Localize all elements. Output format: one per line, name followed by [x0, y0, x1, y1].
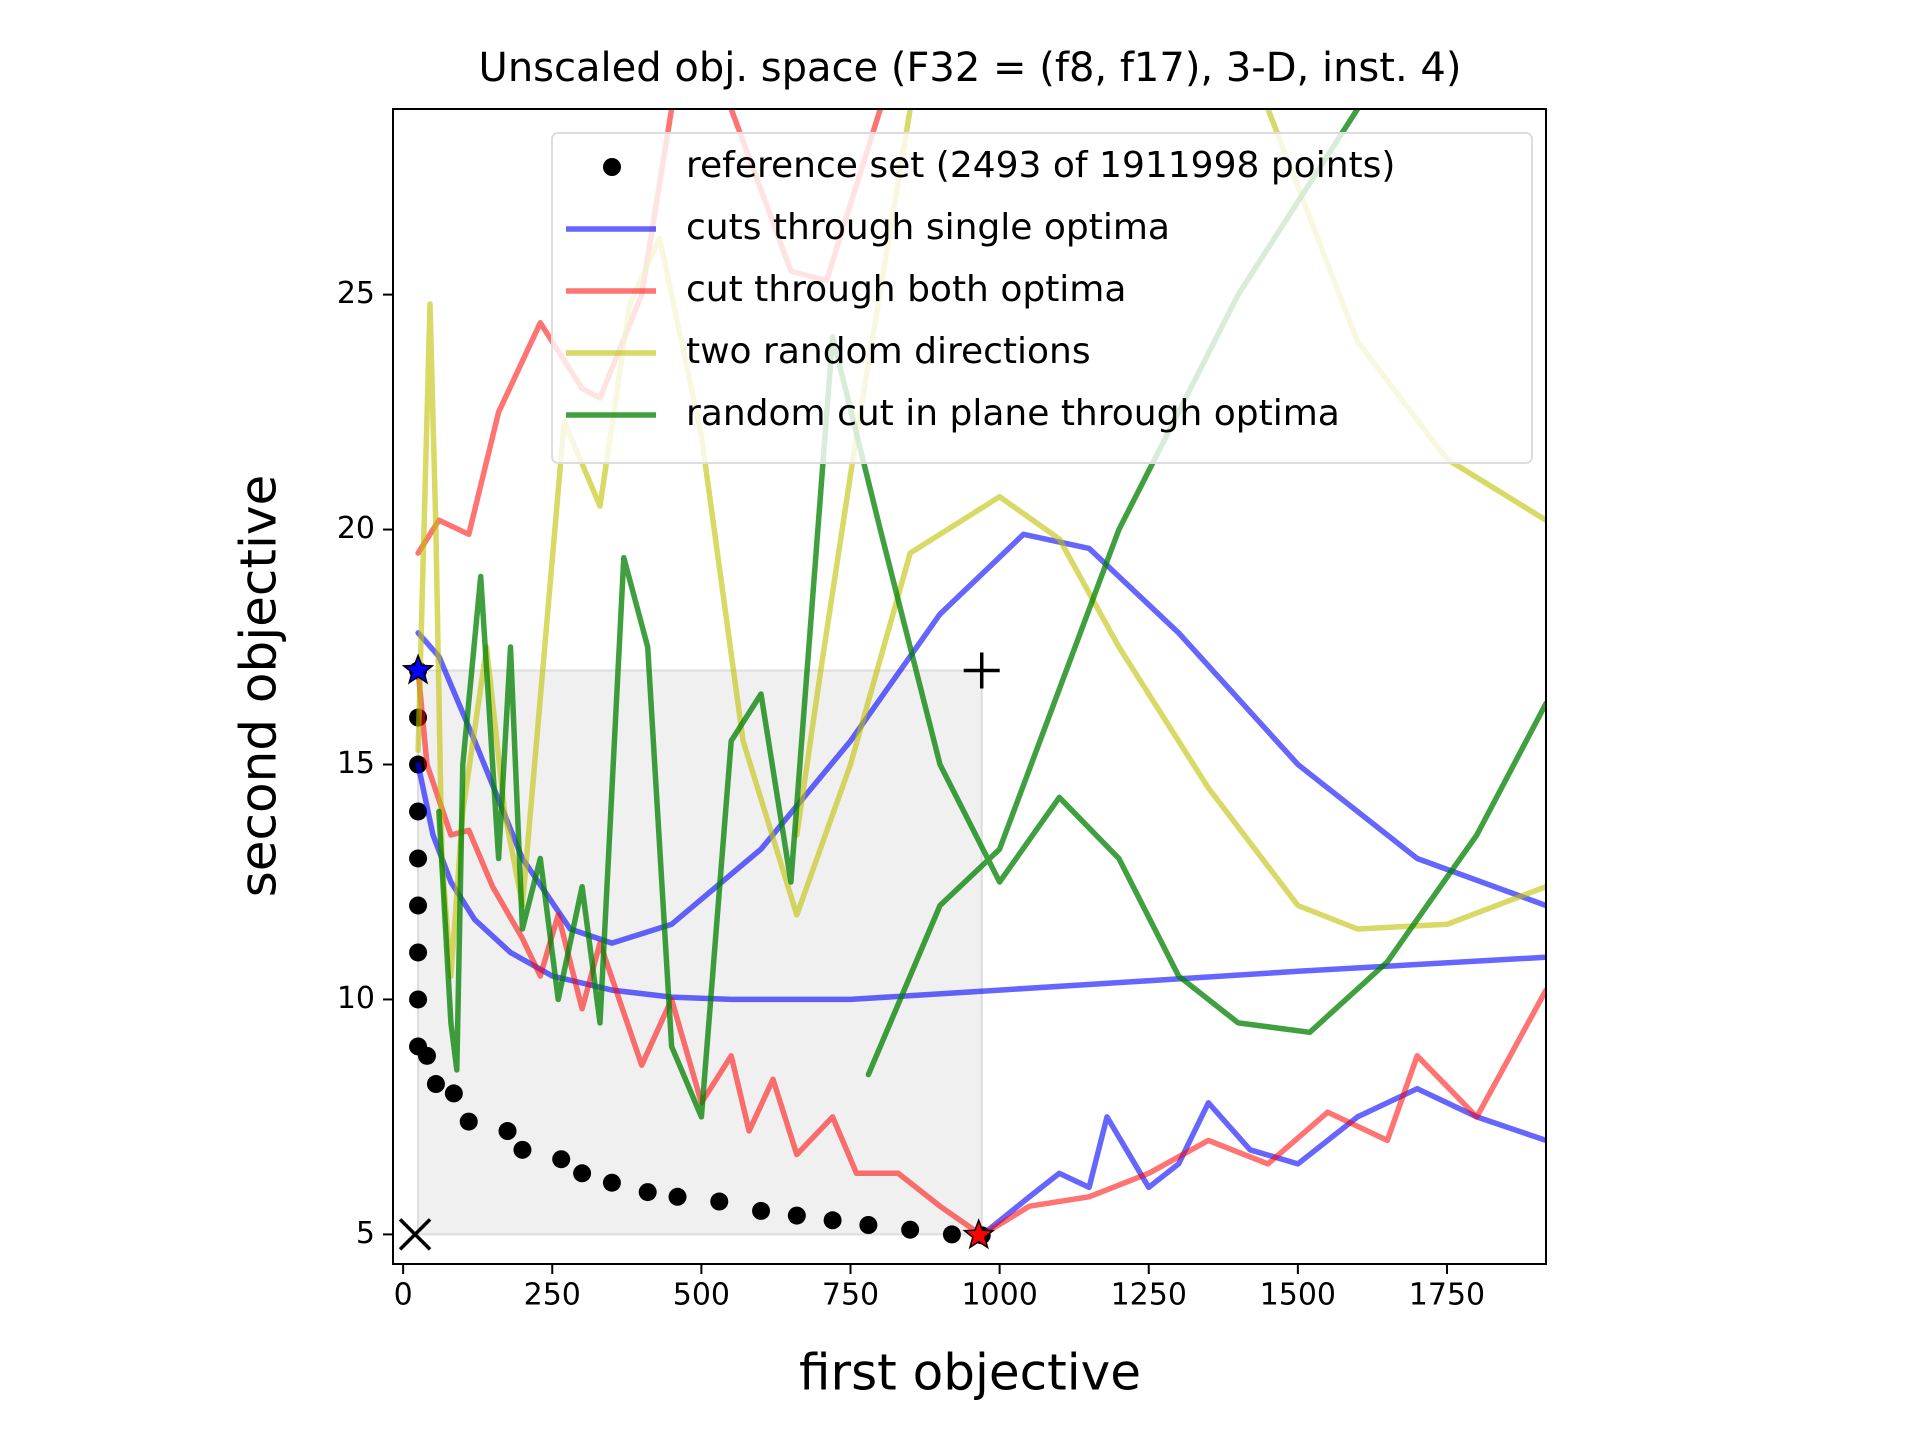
y-tick-label: 20 [337, 511, 375, 546]
x-tick-label: 1500 [1260, 1278, 1336, 1313]
cross-marker [398, 1218, 432, 1251]
reference-point [668, 1187, 687, 1206]
y-tick-label: 15 [337, 746, 375, 781]
legend-label: reference set (2493 of 1911998 points) [686, 145, 1395, 186]
reference-point [823, 1211, 842, 1230]
reference-point [444, 1084, 463, 1103]
x-tick-label: 1000 [961, 1278, 1037, 1313]
legend: reference set (2493 of 1911998 points) cu… [551, 132, 1533, 464]
legend-marker [603, 158, 621, 176]
reference-point [787, 1206, 806, 1225]
reference-point [409, 943, 428, 962]
reference-point [859, 1215, 878, 1234]
reference-point [942, 1225, 961, 1244]
reference-point [602, 1173, 621, 1192]
reference-point [710, 1192, 729, 1211]
legend-label: two random directions [686, 331, 1091, 372]
reference-point [409, 896, 428, 915]
x-tick-label: 1750 [1409, 1278, 1485, 1313]
reference-point [498, 1122, 517, 1141]
x-tick-label: 1250 [1111, 1278, 1187, 1313]
plot-area [409, 109, 1546, 1245]
y-tick-label: 25 [337, 276, 375, 311]
chart-title: Unscaled obj. space (F32 = (f8, f17), 3-… [479, 45, 1462, 91]
star-marker [401, 653, 435, 685]
reference-point [417, 1046, 436, 1065]
reference-point [426, 1075, 445, 1094]
x-tick-label: 250 [524, 1278, 581, 1313]
x-axis-label: first objective [799, 1344, 1141, 1402]
star-marker [962, 1218, 996, 1250]
reference-point [409, 802, 428, 821]
reference-point [901, 1220, 920, 1239]
legend-box [551, 132, 1533, 464]
reference-point [552, 1150, 571, 1169]
x-tick-label: 500 [673, 1278, 730, 1313]
reference-point [752, 1201, 771, 1220]
axes-frame [392, 108, 1547, 1265]
plus-marker [963, 652, 1000, 689]
y-tick-label: 5 [356, 1216, 375, 1251]
legend-label: cuts through single optima [686, 207, 1170, 248]
y-tick-label: 10 [337, 981, 375, 1016]
reference-point [459, 1112, 478, 1131]
reference-point [409, 849, 428, 868]
legend-label: random cut in plane through optima [686, 393, 1340, 434]
reference-point [513, 1140, 532, 1159]
reference-point [638, 1183, 657, 1202]
y-axis-label: second objective [230, 475, 288, 898]
reference-point [409, 990, 428, 1009]
reference-point [573, 1164, 592, 1183]
x-tick-label: 750 [822, 1278, 879, 1313]
legend-label: cut through both optima [686, 269, 1126, 310]
x-tick-label: 0 [394, 1278, 413, 1313]
